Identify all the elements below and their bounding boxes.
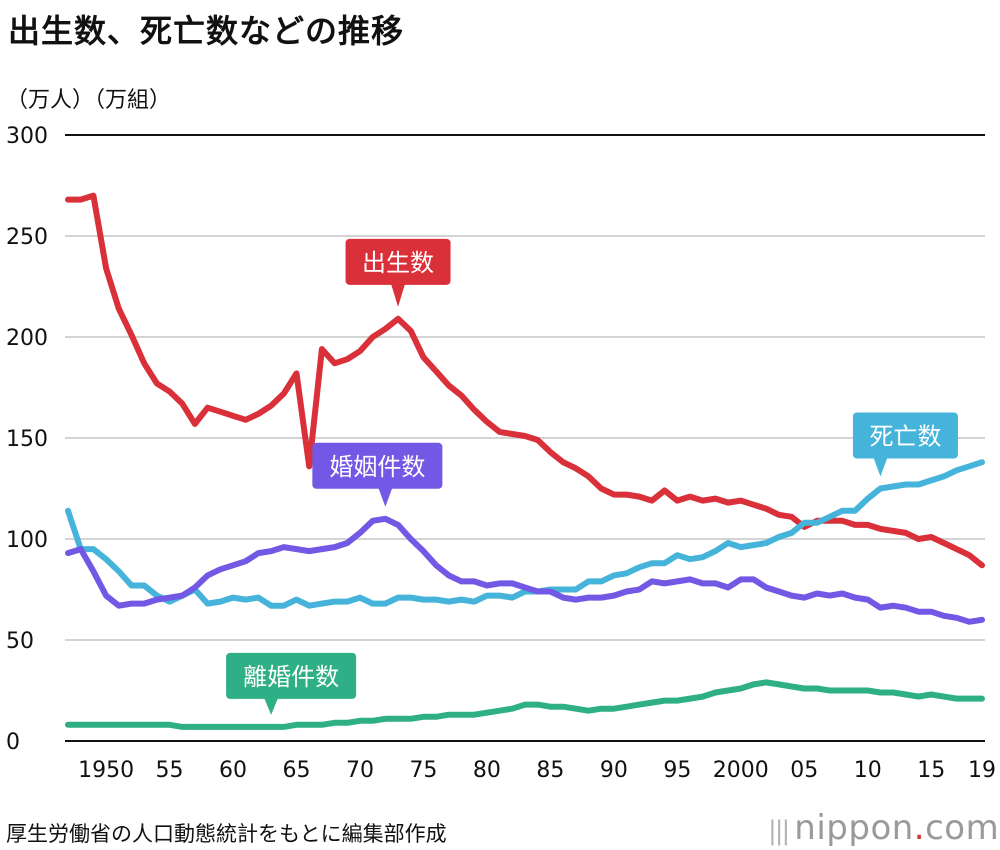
callout-box [226, 652, 357, 699]
series-label: 婚姻件数 [329, 453, 425, 481]
x-tick-label: 85 [536, 758, 564, 783]
x-tick-label: 19 [968, 758, 996, 783]
series-line [65, 459, 985, 609]
callout-pointer [264, 697, 279, 715]
y-axis-ticks: 0 50 100 150 200 250 300 [6, 124, 48, 755]
series-label: 死亡数 [869, 423, 941, 451]
y-tick-label: 300 [6, 124, 48, 149]
x-tick-label: 70 [346, 758, 374, 783]
series-callout: 出生数 [345, 238, 451, 307]
y-tick-label: 200 [6, 326, 48, 351]
series-line [65, 515, 985, 625]
series-callout: 婚姻件数 [312, 442, 443, 507]
x-tick-label: 65 [283, 758, 311, 783]
x-axis-ticks: 1950 55 60 65 70 75 80 85 90 95 2000 05 10 15 19 [78, 758, 996, 783]
x-tick-label: 05 [790, 758, 818, 783]
callout-pointer [873, 457, 888, 477]
x-tick-label: 60 [219, 758, 247, 783]
y-tick-label: 0 [6, 730, 20, 755]
x-tick-label: 75 [409, 758, 437, 783]
y-tick-label: 100 [6, 528, 48, 553]
source-note: 厚生労働省の人口動態統計をもとに編集部作成 [6, 822, 447, 846]
callout-box [312, 442, 443, 489]
x-tick-label: 2000 [713, 758, 769, 783]
series-lines [65, 192, 985, 730]
callout-pointer [391, 283, 406, 307]
callout-pointer [378, 487, 393, 507]
series-line [65, 192, 985, 569]
series-callout: 離婚件数 [226, 652, 357, 715]
y-tick-label: 50 [6, 629, 34, 654]
x-tick-label: 1950 [78, 758, 134, 783]
x-tick-label: 90 [600, 758, 628, 783]
x-tick-label: 95 [663, 758, 691, 783]
callout-box [852, 412, 958, 459]
y-tick-label: 150 [6, 427, 48, 452]
series-label: 離婚件数 [243, 663, 339, 691]
callout-box [345, 238, 451, 285]
x-tick-label: 15 [917, 758, 945, 783]
nippon-logo[interactable]: ||| nippon.com [768, 808, 999, 848]
logo-dot: . [913, 808, 926, 848]
series-callout: 死亡数 [852, 412, 958, 477]
logo-name: nippon [794, 808, 914, 848]
chart-title: 出生数、死亡数などの推移 [8, 12, 405, 50]
series-line [65, 679, 985, 730]
x-tick-label: 80 [473, 758, 501, 783]
y-tick-label: 250 [6, 225, 48, 250]
unit-label: （万人）（万組） [6, 88, 172, 113]
x-tick-label: 55 [156, 758, 184, 783]
logo-tld: com [925, 808, 1000, 848]
x-tick-label: 10 [854, 758, 882, 783]
series-label: 出生数 [362, 249, 434, 277]
grid-lines [65, 134, 985, 742]
logo-mark-icon: ||| [768, 816, 790, 846]
